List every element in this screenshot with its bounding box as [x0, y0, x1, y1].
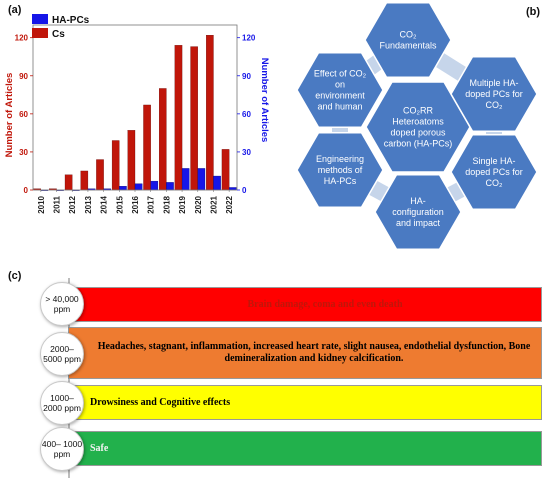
band-over-40000: Brain damage, coma and even death — [68, 287, 542, 322]
y-tick-right-120: 120 — [242, 34, 256, 43]
y-tick-right-60: 60 — [242, 110, 251, 119]
y-tick-left-0: 0 — [24, 186, 29, 195]
y-tick-right-30: 30 — [242, 148, 251, 157]
ppm-badge-400-1000: 400– 1000 ppm — [40, 427, 84, 471]
panel-b-label: (b) — [526, 6, 541, 18]
x-tick-label-2011: 2011 — [53, 195, 62, 213]
hexagon-text-center-2: doped porous — [390, 128, 446, 138]
band-text-2000-5000: Headaches, stagnant, inflammation, incre… — [97, 341, 531, 364]
hexagon-text-center-0: CO₂RR — [403, 106, 433, 116]
hexagon-text-effect-2: environment — [315, 91, 365, 101]
legend-label-0: HA-PCs — [52, 15, 90, 26]
bar-hapcs-2017 — [150, 180, 159, 191]
hexagon-text-effect-1: on — [335, 80, 345, 90]
hexagon-text-fundamentals-0: CO₂ — [400, 30, 418, 40]
legend-swatch-1 — [32, 28, 48, 38]
y-tick-left-90: 90 — [19, 72, 28, 81]
bar-cs-2019 — [174, 45, 183, 191]
bar-cs-2021 — [206, 35, 214, 191]
x-tick-label-2019: 2019 — [178, 195, 187, 213]
bar-cs-2015 — [111, 140, 120, 191]
bar-hapcs-2021 — [213, 175, 221, 191]
bar-cs-2017 — [143, 104, 151, 191]
bar-hapcs-2020 — [197, 168, 206, 191]
legend-label-1: Cs — [52, 29, 65, 40]
hexagon-text-fundamentals-1: Fundamentals — [379, 41, 437, 51]
panel-c-label: (c) — [8, 270, 22, 282]
y-tick-left-30: 30 — [19, 148, 28, 157]
band-text-1000-2000: Drowsiness and Cognitive effects — [90, 397, 231, 408]
hexagon-text-center-3: carbon (HA-PCs) — [384, 139, 453, 149]
bar-hapcs-2019 — [181, 168, 190, 191]
legend-swatch-0 — [32, 14, 48, 24]
y-axis-label-right: Number of Articles — [259, 58, 270, 143]
x-tick-label-2014: 2014 — [100, 195, 109, 213]
x-tick-label-2017: 2017 — [147, 195, 156, 213]
ppm-badge-over-40000: > 40,000 ppm — [40, 282, 84, 326]
hexagon-text-effect-0: Effect of CO₂ — [314, 69, 367, 79]
hexagon-text-engineering-0: Engineering — [316, 154, 364, 164]
band-2000-5000: Headaches, stagnant, inflammation, incre… — [68, 327, 542, 379]
hexagon-text-configuration-1: configuration — [392, 207, 444, 217]
bar-cs-2014 — [96, 159, 104, 191]
x-tick-label-2013: 2013 — [84, 195, 93, 213]
y-tick-right-90: 90 — [242, 72, 251, 81]
hexagon-text-effect-3: and human — [317, 102, 362, 112]
bar-cs-2016 — [127, 130, 136, 191]
bar-cs-2020 — [190, 46, 198, 191]
band-400-1000: Safe — [68, 431, 542, 466]
hexagon-text-configuration-2: and impact — [396, 218, 441, 228]
hexagon-text-single-1: doped PCs for — [465, 167, 523, 177]
hexagon-text-multiple-1: doped PCs for — [465, 89, 523, 99]
hexagon-text-configuration-0: HA- — [410, 196, 426, 206]
ppm-badge-2000-5000: 2000– 5000 ppm — [40, 332, 84, 376]
bar-hapcs-2015 — [119, 186, 127, 191]
band-text-400-1000: Safe — [90, 443, 109, 454]
bar-cs-2012 — [64, 174, 73, 191]
x-tick-label-2022: 2022 — [225, 195, 234, 213]
x-tick-label-2021: 2021 — [209, 195, 218, 213]
x-tick-label-2015: 2015 — [115, 195, 124, 213]
articles-bar-chart: 2010 2011 2012 2013 2014 2015 2016 2017 2018 2019… — [4, 14, 270, 214]
panel-a-label: (a) — [8, 4, 22, 16]
bar-hapcs-2016 — [134, 183, 143, 191]
y-tick-right-0: 0 — [242, 186, 247, 195]
x-tick-label-2016: 2016 — [131, 195, 140, 213]
bar-hapcs-2018 — [166, 182, 174, 191]
band-1000-2000: Drowsiness and Cognitive effects — [68, 385, 542, 420]
hexagon-text-center-1: Heteroatoms — [392, 117, 444, 127]
bar-cs-2018 — [159, 88, 167, 191]
bar-cs-2013 — [80, 170, 89, 191]
x-tick-label-2020: 2020 — [194, 195, 203, 213]
hexagon-text-single-0: Single HA- — [472, 156, 515, 166]
bar-cs-2022 — [221, 149, 230, 191]
ppm-badge-1000-2000: 1000– 2000 ppm — [40, 381, 84, 425]
x-tick-label-2018: 2018 — [162, 195, 171, 213]
y-tick-left-120: 120 — [15, 34, 29, 43]
x-tick-label-2012: 2012 — [68, 195, 77, 213]
x-tick-label-2010: 2010 — [37, 195, 46, 213]
hexagon-text-multiple-0: Multiple HA- — [469, 78, 518, 88]
y-tick-left-60: 60 — [19, 110, 28, 119]
hexagon-text-engineering-1: methods of — [318, 165, 363, 175]
hexagon-text-engineering-2: HA-PCs — [324, 176, 357, 186]
y-axis-label-left: Number of Articles — [4, 73, 15, 158]
band-text-over-40000: Brain damage, coma and even death — [247, 299, 403, 310]
hexagon-text-multiple-2: CO₂ — [486, 100, 504, 110]
hexagon-text-single-2: CO₂ — [486, 178, 504, 188]
